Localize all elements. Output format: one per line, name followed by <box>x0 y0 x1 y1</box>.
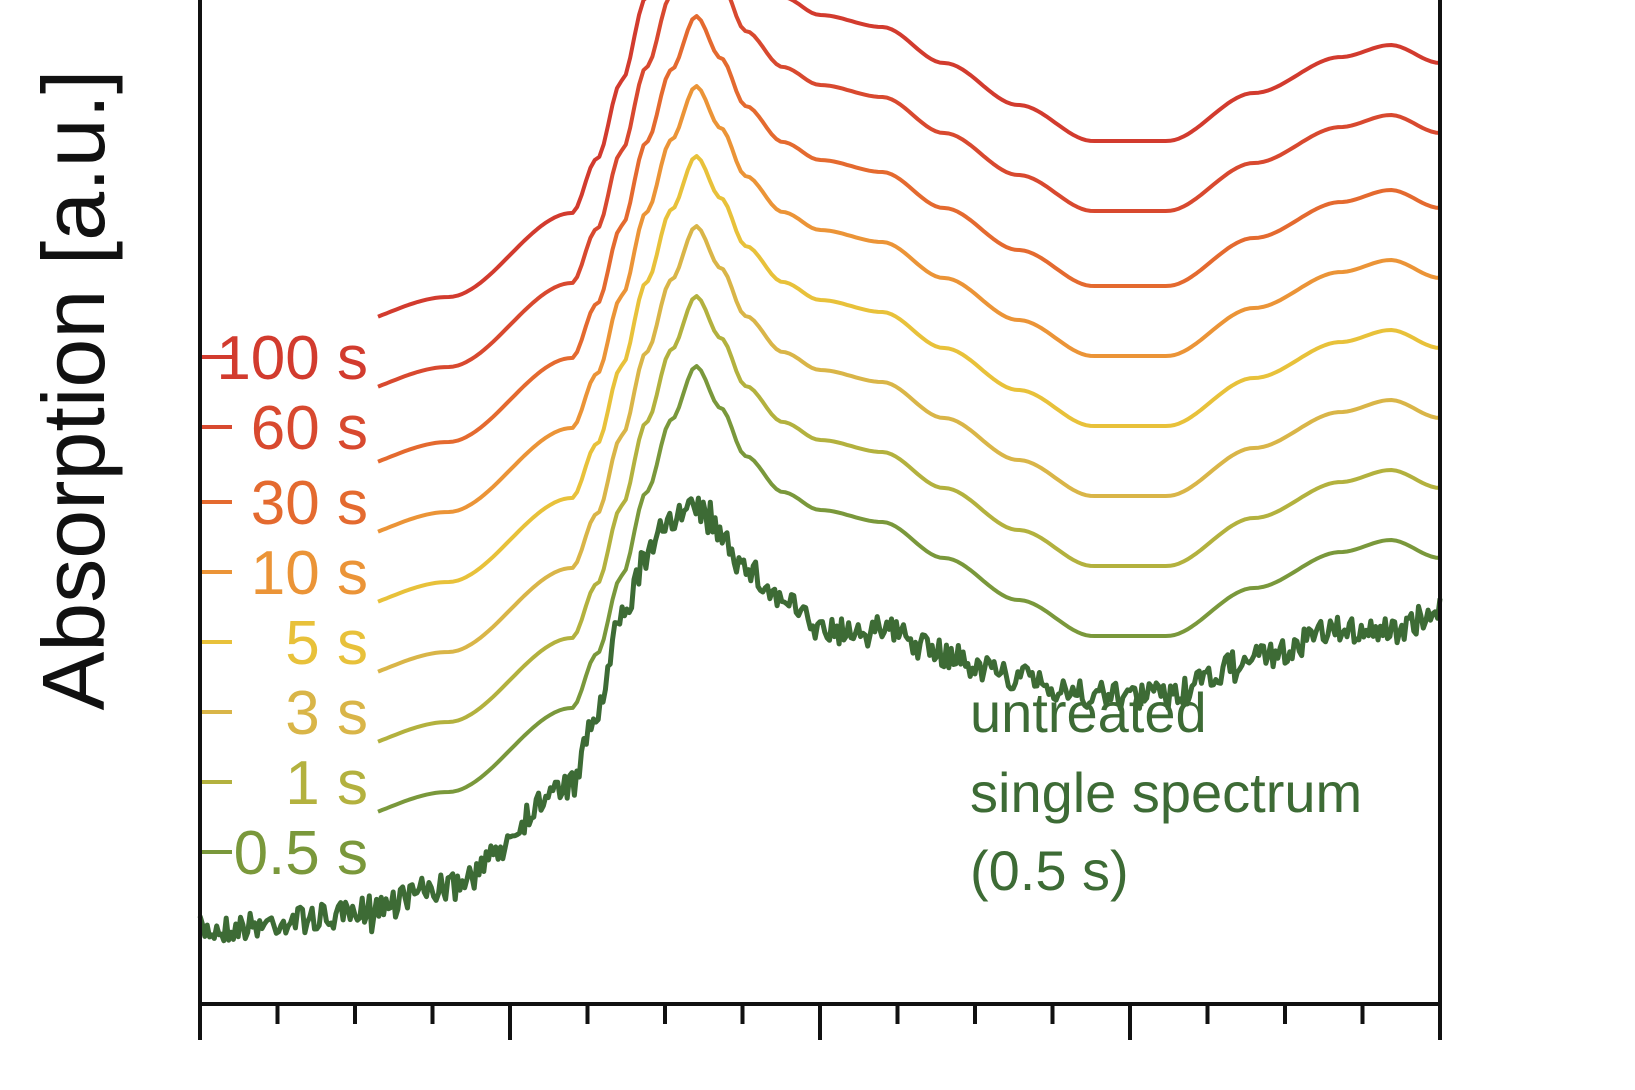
series-label: 100 s <box>216 324 368 393</box>
annotation-line-3: (0.5 s) <box>970 839 1129 902</box>
series-label: 5 s <box>285 609 368 678</box>
series-label: 1 s <box>285 749 368 818</box>
series-label: 3 s <box>285 679 368 748</box>
series-line <box>377 224 1441 674</box>
x-axis-ticks <box>198 1004 1442 1040</box>
series-line <box>377 84 1441 534</box>
spectra-curves <box>197 0 1443 944</box>
series-line <box>377 154 1441 604</box>
series-line <box>377 14 1441 464</box>
series-line <box>377 294 1441 744</box>
series-label: 30 s <box>251 469 368 538</box>
series-line <box>197 495 1443 944</box>
annotation-line-1: untreated <box>970 681 1207 744</box>
untreated-annotation: untreated single spectrum (0.5 s) <box>970 681 1362 902</box>
series-line <box>377 364 1441 814</box>
series-label: 10 s <box>251 539 368 608</box>
series-line <box>377 0 1441 389</box>
series-line <box>377 0 1441 319</box>
series-label: 60 s <box>251 394 368 463</box>
y-axis-label: Absorption [a.u.] <box>24 70 123 711</box>
series-label: 0.5 s <box>234 819 368 888</box>
annotation-line-2: single spectrum <box>970 761 1362 824</box>
series-labels: 100 s60 s30 s10 s5 s3 s1 s0.5 s <box>200 324 368 888</box>
